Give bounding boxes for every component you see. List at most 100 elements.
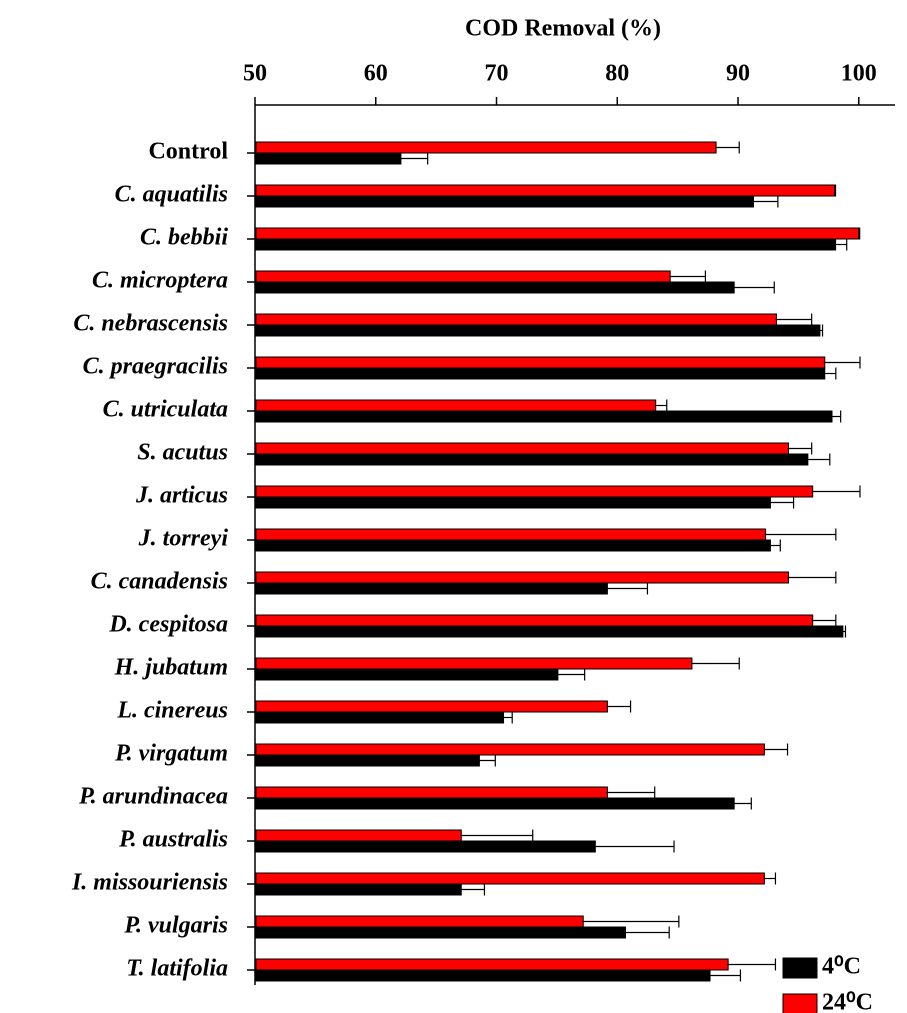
bar <box>255 485 814 498</box>
bar <box>255 324 821 337</box>
legend-label: 4⁰C <box>822 954 861 980</box>
error-bar <box>811 485 861 498</box>
y-tick-label: D. cespitosa <box>108 612 228 638</box>
bar <box>255 668 559 681</box>
y-tick-label: C. microptera <box>92 268 228 294</box>
bar <box>255 281 735 294</box>
y-tick-label: C. canadensis <box>91 569 228 595</box>
error-bar <box>594 840 675 853</box>
bar <box>255 571 790 584</box>
bar <box>255 238 837 251</box>
bar <box>255 313 777 326</box>
error-bar <box>769 539 781 552</box>
error-bar <box>460 883 486 896</box>
error-bar <box>823 367 837 380</box>
error-bar <box>841 625 847 638</box>
error-bar <box>624 926 670 939</box>
bar <box>255 195 755 208</box>
error-bar <box>460 829 534 842</box>
error-bar <box>834 238 848 251</box>
y-tick-label: S. acutus <box>137 440 228 466</box>
y-tick-label: C. nebrascensis <box>73 311 228 337</box>
legend-swatch <box>782 957 818 979</box>
bar <box>255 227 861 240</box>
bar <box>255 840 596 853</box>
error-bar <box>733 797 752 810</box>
x-tick-label: 90 <box>726 61 750 87</box>
bar <box>255 410 833 423</box>
bar <box>255 797 735 810</box>
bar <box>255 625 844 638</box>
error-bar <box>606 786 656 799</box>
bar <box>255 829 462 842</box>
bar <box>255 582 608 595</box>
error-bar <box>763 743 789 756</box>
bar <box>255 786 608 799</box>
bar <box>255 356 826 369</box>
bar <box>255 700 608 713</box>
bar <box>255 367 826 380</box>
bar <box>255 872 765 885</box>
bar <box>255 539 771 552</box>
bar <box>255 969 711 982</box>
error-bar <box>811 614 837 627</box>
error-bar <box>727 958 777 971</box>
x-tick-label: 60 <box>364 61 388 87</box>
y-tick-label: P. virgatum <box>114 741 228 767</box>
y-tick-label: J. articus <box>135 483 228 509</box>
bar <box>255 915 584 928</box>
y-tick-label: L. cinereus <box>116 698 228 724</box>
error-bar <box>787 571 837 584</box>
error-bar <box>556 668 586 681</box>
error-bar <box>818 324 824 337</box>
error-bar <box>752 195 779 208</box>
error-bar <box>606 700 632 713</box>
bar <box>255 657 693 670</box>
y-tick-label: P. arundinacea <box>78 784 228 810</box>
bar <box>255 883 462 896</box>
x-tick-label: 80 <box>605 61 629 87</box>
error-bar <box>763 872 777 885</box>
bar <box>255 453 809 466</box>
error-bar <box>399 152 429 165</box>
bar <box>255 614 814 627</box>
x-tick-label: 70 <box>485 61 509 87</box>
chart-title: COD Removal (%) <box>465 16 661 42</box>
bar <box>255 442 790 455</box>
error-bar <box>715 141 740 154</box>
error-bar <box>582 915 680 928</box>
bar <box>255 399 657 412</box>
legend-label: 24⁰C <box>822 990 873 1013</box>
error-bar <box>502 711 513 724</box>
error-bar <box>478 754 496 767</box>
x-tick-label: 100 <box>841 61 877 87</box>
error-bar <box>806 453 831 466</box>
error-bar <box>775 313 813 326</box>
x-tick-label: 50 <box>243 61 267 87</box>
y-tick-label: C. bebbii <box>140 225 228 251</box>
error-bar <box>669 270 707 283</box>
bar <box>255 141 717 154</box>
bar <box>255 528 767 541</box>
y-tick-label: J. torreyi <box>138 526 229 552</box>
error-bar <box>709 969 742 982</box>
bar <box>255 926 627 939</box>
y-tick-label: H. jubatum <box>114 655 228 681</box>
error-bar <box>654 399 668 412</box>
y-tick-label: Control <box>148 139 228 165</box>
y-tick-label: C. utriculata <box>103 397 228 423</box>
bar <box>255 270 671 283</box>
error-bar <box>823 356 861 369</box>
y-tick-label: P. australis <box>118 827 228 853</box>
y-tick-label: P. vulgaris <box>123 913 228 939</box>
error-bar <box>606 582 649 595</box>
bar <box>255 958 729 971</box>
y-tick-label: I. missouriensis <box>71 870 228 896</box>
y-tick-label: T. latifolia <box>126 956 228 982</box>
bar <box>255 152 402 165</box>
bar <box>255 496 771 509</box>
legend-swatch <box>782 993 818 1013</box>
y-tick-label: C. aquatilis <box>115 182 228 208</box>
bar <box>255 711 505 724</box>
